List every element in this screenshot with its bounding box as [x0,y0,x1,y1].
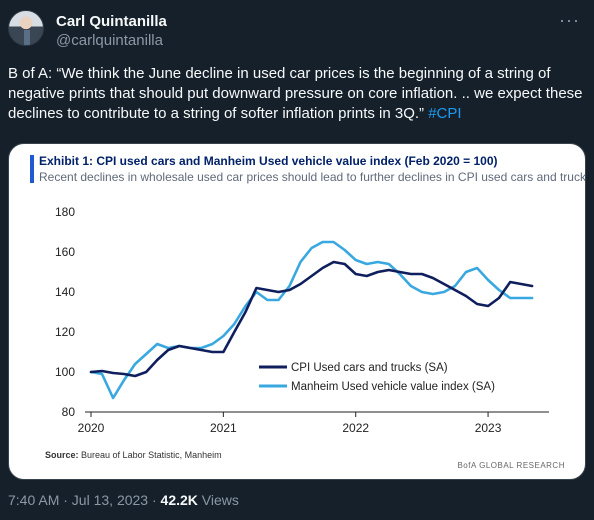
series-line-cpi-used-cars [89,260,534,378]
views-label: Views [201,492,239,508]
y-tick-label: 80 [62,405,76,419]
legend-label: CPI Used cars and trucks (SA) [291,362,448,374]
chart-title: Exhibit 1: CPI used cars and Manheim Use… [39,154,498,168]
brand-watermark: BofA GLOBAL RESEARCH [457,461,565,470]
y-tick-label: 100 [55,365,75,379]
series-line-manheim-index [89,240,534,400]
y-tick-label: 140 [55,285,75,299]
chart-subtitle: Recent declines in wholesale used car pr… [39,170,586,184]
x-tick-label: 2023 [475,421,502,435]
timestamp[interactable]: 7:40 AM · Jul 13, 2023 · [8,492,157,508]
x-tick-label: 2020 [78,421,105,435]
y-tick-label: 120 [55,325,75,339]
chart-svg: 80 100 120 140 160 180 2020 2021 2022 2023 CPI Use… [55,205,549,435]
hashtag-link[interactable]: #CPI [428,105,462,122]
tweet-meta: 7:40 AM · Jul 13, 2023 · 42.2K Views [8,492,239,508]
x-tick-label: 2021 [210,421,237,435]
y-tick-label: 160 [55,245,75,259]
source-label: Source: [45,450,79,460]
exhibit-accent-bar [30,155,34,183]
tweet-text: B of A: “We think the June decline in us… [8,64,586,124]
y-tick-label: 180 [55,205,75,219]
author-handle[interactable]: @carlquintanilla [56,32,163,49]
source-text: Bureau of Labor Statistic, Manheim [81,450,222,460]
legend-label: Manheim Used vehicle value index (SA) [291,381,495,393]
author-name[interactable]: Carl Quintanilla [56,13,167,30]
tweet-media-image[interactable]: Exhibit 1: CPI used cars and Manheim Use… [8,143,586,480]
more-options-icon[interactable]: ··· [559,10,580,30]
x-tick-label: 2022 [342,421,369,435]
tweet-body: B of A: “We think the June decline in us… [8,65,583,122]
chart-source: Source: Bureau of Labor Statistic, Manhe… [45,450,222,460]
avatar[interactable] [8,10,44,46]
tweet-header: Carl Quintanilla @carlquintanilla ··· [8,10,586,54]
views-count: 42.2K [160,492,198,508]
